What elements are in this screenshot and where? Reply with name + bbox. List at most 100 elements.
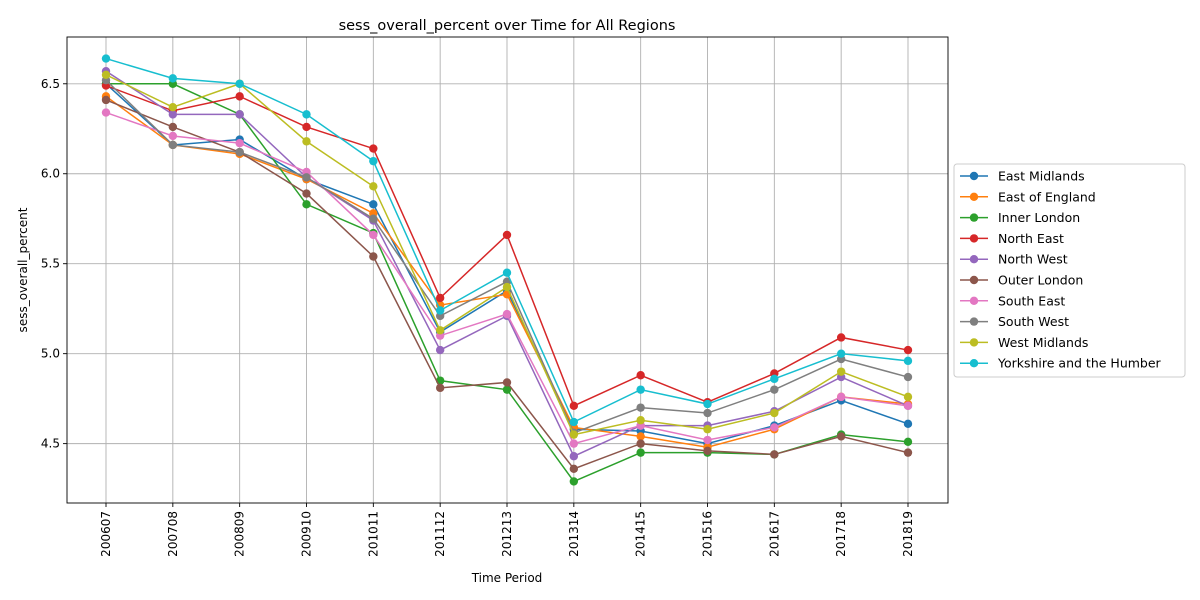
data-point bbox=[101, 70, 111, 79]
legend-entry: Outer London bbox=[960, 273, 1083, 288]
data-point bbox=[369, 252, 378, 261]
data-point bbox=[168, 122, 178, 132]
legend-entry: Yorkshire and the Humber bbox=[960, 356, 1162, 371]
legend-label: Outer London bbox=[998, 273, 1083, 288]
data-point bbox=[168, 140, 178, 150]
data-point bbox=[836, 432, 846, 441]
x-tick-label: 201718 bbox=[834, 511, 848, 557]
data-point bbox=[101, 54, 111, 63]
data-point bbox=[168, 131, 178, 141]
data-point bbox=[903, 419, 913, 429]
legend-label: West Midlands bbox=[998, 335, 1088, 350]
data-point bbox=[703, 435, 712, 445]
data-point bbox=[903, 401, 913, 411]
data-point bbox=[235, 147, 244, 157]
legend-label: East Midlands bbox=[998, 169, 1085, 184]
data-point bbox=[569, 401, 579, 411]
legend-label: North West bbox=[998, 252, 1068, 267]
legend-marker bbox=[969, 317, 979, 326]
data-point bbox=[636, 385, 645, 394]
data-point bbox=[903, 372, 913, 382]
data-point bbox=[569, 430, 579, 439]
legend-marker bbox=[969, 275, 979, 285]
legend-entry: East Midlands bbox=[960, 169, 1085, 184]
legend-entry: East of England bbox=[960, 189, 1096, 204]
legend-frame bbox=[953, 163, 1186, 378]
data-point bbox=[636, 439, 645, 448]
legend-entry: North East bbox=[960, 231, 1064, 246]
plot-area-frame bbox=[66, 36, 949, 504]
series-yorkshire-and-the-humber bbox=[101, 54, 913, 427]
x-axis-label: Time Period bbox=[471, 571, 543, 585]
data-point bbox=[903, 392, 913, 402]
data-point bbox=[302, 110, 311, 119]
data-point bbox=[502, 309, 512, 319]
x-tick-label: 200607 bbox=[99, 511, 113, 557]
legend-label: South West bbox=[998, 314, 1069, 329]
y-tick-label: 5.0 bbox=[41, 347, 60, 361]
legend-marker bbox=[969, 359, 979, 368]
data-point bbox=[770, 385, 779, 394]
data-point bbox=[369, 230, 378, 240]
y-tick-label: 6.0 bbox=[41, 167, 60, 181]
x-tick-label: 201314 bbox=[567, 511, 581, 557]
data-point bbox=[703, 446, 712, 456]
data-point bbox=[569, 464, 579, 474]
data-point bbox=[302, 189, 311, 198]
x-tick-label: 201415 bbox=[634, 511, 648, 557]
data-point bbox=[903, 345, 913, 355]
legend: East Midlands East of England Inner London… bbox=[953, 163, 1186, 378]
legend-label: Inner London bbox=[998, 210, 1080, 225]
data-point bbox=[369, 200, 378, 209]
data-point bbox=[369, 214, 378, 223]
x-tick-label: 201213 bbox=[500, 511, 514, 557]
data-point bbox=[168, 102, 178, 112]
data-point bbox=[636, 448, 645, 457]
series-layer bbox=[101, 54, 913, 486]
legend-label: South East bbox=[998, 293, 1065, 308]
data-point bbox=[235, 138, 244, 148]
chart-title: sess_overall_percent over Time for All R… bbox=[339, 18, 676, 34]
x-tick-label: 201516 bbox=[701, 511, 715, 557]
data-point bbox=[569, 439, 579, 448]
data-point bbox=[903, 356, 913, 366]
data-point bbox=[101, 95, 111, 105]
data-point bbox=[836, 392, 846, 402]
y-tick-label: 4.5 bbox=[41, 437, 60, 451]
data-point bbox=[369, 144, 378, 153]
data-point bbox=[101, 108, 111, 117]
data-point bbox=[502, 268, 512, 277]
series-south-east bbox=[101, 108, 913, 448]
data-point bbox=[235, 79, 244, 88]
legend-entry: West Midlands bbox=[960, 335, 1088, 350]
legend-marker bbox=[969, 171, 979, 181]
x-tick-label: 200708 bbox=[166, 511, 180, 557]
data-point bbox=[502, 378, 512, 387]
data-point bbox=[703, 425, 712, 434]
data-point bbox=[502, 230, 512, 240]
data-point bbox=[903, 437, 913, 447]
data-point bbox=[703, 399, 712, 409]
data-point bbox=[435, 306, 445, 315]
data-point bbox=[302, 122, 311, 132]
data-point bbox=[235, 92, 244, 101]
data-point bbox=[302, 137, 311, 146]
legend-marker bbox=[969, 234, 979, 243]
data-point bbox=[435, 383, 445, 393]
data-point bbox=[636, 416, 645, 425]
data-point bbox=[235, 110, 244, 119]
x-tick-label: 200809 bbox=[233, 511, 247, 557]
legend-marker bbox=[969, 338, 979, 347]
x-tick-label: 201112 bbox=[433, 511, 447, 557]
data-point bbox=[569, 477, 579, 486]
data-point bbox=[636, 371, 645, 380]
data-point bbox=[435, 293, 445, 303]
data-point bbox=[836, 367, 846, 376]
data-point bbox=[502, 385, 512, 394]
data-point bbox=[369, 182, 378, 191]
data-point bbox=[569, 417, 579, 427]
legend-marker bbox=[969, 213, 979, 222]
tick-layer: 200607 200708 200809 200910 201011 201112 2012… bbox=[41, 77, 915, 557]
x-tick-label: 201011 bbox=[366, 511, 380, 557]
